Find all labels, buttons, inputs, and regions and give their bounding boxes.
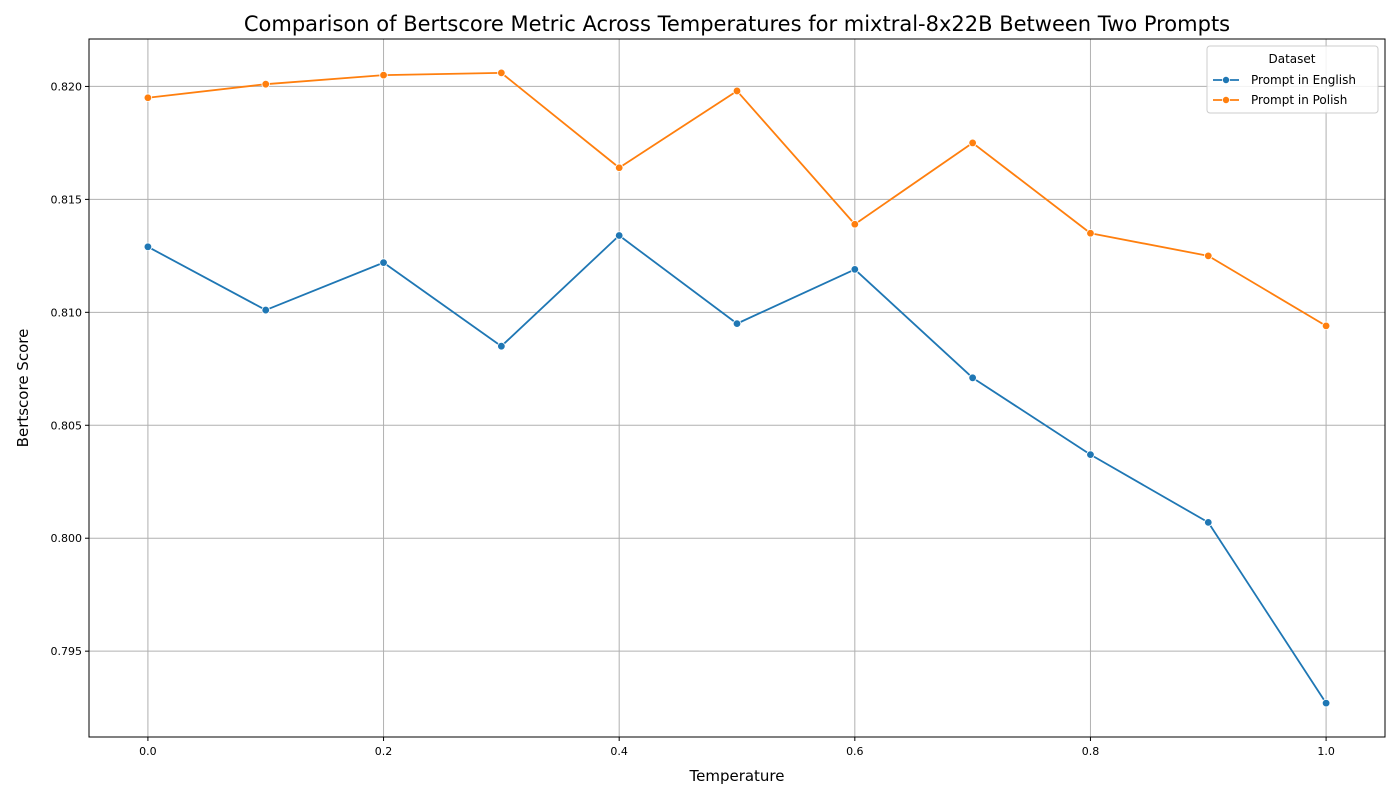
data-point bbox=[143, 93, 153, 102]
data-point bbox=[379, 258, 388, 267]
data-point bbox=[1204, 518, 1213, 527]
data-point bbox=[732, 319, 742, 328]
data-point bbox=[1204, 251, 1213, 261]
data-point bbox=[379, 70, 388, 80]
data-point bbox=[968, 373, 977, 383]
data-point bbox=[614, 231, 624, 240]
data-point bbox=[261, 79, 270, 89]
legend-items: Prompt in English Prompt in Polish bbox=[1213, 73, 1356, 107]
series-1 bbox=[143, 231, 1331, 708]
x-axis-label: Temperature bbox=[688, 767, 784, 785]
x-tick-label: 1.0 bbox=[1317, 745, 1335, 758]
legend-marker bbox=[1222, 96, 1231, 105]
y-axis-label: Bertscore Score bbox=[14, 329, 32, 448]
x-tick-label: 0.8 bbox=[1082, 745, 1100, 758]
data-point bbox=[143, 242, 153, 252]
x-axis-ticks: 0.0 0.2 0.4 0.6 0.8 1.0 bbox=[139, 737, 1335, 758]
y-tick-label: 0.820 bbox=[51, 80, 83, 93]
legend-marker bbox=[1222, 76, 1231, 85]
plot-area-frame bbox=[88, 38, 1386, 738]
x-tick-label: 0.4 bbox=[610, 745, 628, 758]
series-2 bbox=[143, 68, 1331, 331]
data-point bbox=[497, 342, 506, 351]
x-tick-label: 0.2 bbox=[375, 745, 393, 758]
legend-label: Prompt in English bbox=[1251, 73, 1356, 87]
y-tick-label: 0.800 bbox=[51, 532, 83, 545]
legend: Dataset Prompt in English Prompt in Polis… bbox=[1206, 45, 1379, 114]
grid-lines bbox=[89, 39, 1385, 737]
data-point bbox=[1321, 698, 1331, 708]
y-tick-label: 0.810 bbox=[51, 306, 83, 319]
series-layer bbox=[143, 68, 1331, 708]
series-line bbox=[147, 234, 1327, 704]
y-tick-label: 0.795 bbox=[51, 645, 83, 658]
y-tick-label: 0.815 bbox=[51, 193, 83, 206]
chart-title: Comparison of Bertscore Metric Across Te… bbox=[244, 12, 1230, 36]
data-point bbox=[1086, 229, 1095, 238]
y-axis-ticks: 0.795 0.800 0.805 0.810 0.815 0.820 bbox=[51, 80, 89, 658]
data-point bbox=[614, 163, 624, 172]
y-tick-label: 0.805 bbox=[51, 419, 83, 432]
data-point bbox=[732, 86, 742, 96]
data-point bbox=[1321, 321, 1331, 331]
data-point bbox=[850, 265, 860, 274]
legend-label: Prompt in Polish bbox=[1251, 93, 1347, 107]
data-point bbox=[850, 220, 860, 229]
data-point bbox=[1086, 450, 1095, 459]
x-tick-label: 0.0 bbox=[139, 745, 157, 758]
data-point bbox=[261, 305, 270, 315]
legend-box bbox=[1206, 45, 1379, 114]
x-tick-label: 0.6 bbox=[846, 745, 864, 758]
legend-title: Dataset bbox=[1269, 52, 1316, 66]
data-point bbox=[968, 138, 977, 148]
data-point bbox=[497, 68, 506, 78]
